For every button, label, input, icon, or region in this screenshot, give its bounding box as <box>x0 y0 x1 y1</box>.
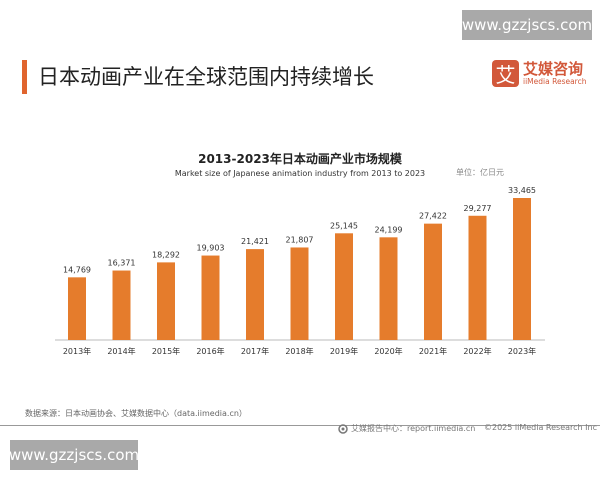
x-tick-label: 2021年 <box>419 346 447 356</box>
logo-en: iiMedia Research <box>523 77 587 86</box>
data-label: 19,903 <box>197 244 225 253</box>
data-label: 25,145 <box>330 221 358 230</box>
chart-unit: 单位：亿日元 <box>456 168 504 177</box>
copyright: ©2025 iiMedia Research Inc <box>484 423 597 432</box>
report-center-icon <box>338 423 348 434</box>
logo-cn: 艾媒咨询 <box>523 60 584 78</box>
x-tick-label: 2020年 <box>374 346 402 356</box>
bar <box>112 270 131 340</box>
data-label: 21,421 <box>241 237 269 246</box>
data-source: 数据来源：日本动画协会、艾媒数据中心（data.iimedia.cn） <box>25 409 247 418</box>
data-label: 27,422 <box>419 212 447 221</box>
x-tick-label: 2019年 <box>330 346 358 356</box>
footer-report: 艾媒报告中心：report.iimedia.cn <box>338 423 475 434</box>
bar <box>513 198 531 340</box>
data-label: 18,292 <box>152 250 180 259</box>
x-tick-label: 2015年 <box>152 346 180 356</box>
title-accent-bar <box>22 60 27 94</box>
x-tick-label: 2013年 <box>63 346 91 356</box>
watermark-bottom: www.gzzjscs.com <box>9 440 139 470</box>
x-tick-label: 2023年 <box>508 346 536 356</box>
data-label: 29,277 <box>464 204 492 213</box>
chart-subtitle: Market size of Japanese animation indust… <box>174 169 426 178</box>
data-label: 16,371 <box>108 259 136 268</box>
x-tick-label: 2014年 <box>107 346 135 356</box>
watermark-top: www.gzzjscs.com <box>462 10 592 40</box>
report-link: 艾媒报告中心：report.iimedia.cn <box>351 424 476 433</box>
bar <box>379 237 398 340</box>
bar <box>157 262 175 340</box>
footer-divider <box>0 425 600 426</box>
data-label: 24,199 <box>375 225 403 234</box>
bar <box>424 223 442 340</box>
data-label: 21,807 <box>286 235 314 244</box>
bar-chart: 14,769 2013年 16,371 2014年 18,292 2015年 19,903 2… <box>55 186 545 356</box>
x-tick-label: 2016年 <box>196 346 224 356</box>
x-tick-label: 2022年 <box>463 346 491 356</box>
bar <box>201 255 220 340</box>
bar <box>335 233 353 340</box>
logo: 艾 艾媒咨询 iiMedia Research <box>492 60 586 87</box>
chart-title: 2013-2023年日本动画产业市场规模 <box>198 152 402 166</box>
bar <box>290 247 309 340</box>
bar <box>246 249 264 340</box>
bar <box>68 277 86 340</box>
logo-mark-icon: 艾 <box>492 60 519 87</box>
data-label: 33,465 <box>508 186 536 195</box>
x-tick-label: 2017年 <box>241 346 269 356</box>
data-label: 14,769 <box>63 265 91 274</box>
x-tick-label: 2018年 <box>285 346 313 356</box>
bar <box>468 215 487 340</box>
page-title: 日本动画产业在全球范围内持续增长 <box>38 65 374 89</box>
